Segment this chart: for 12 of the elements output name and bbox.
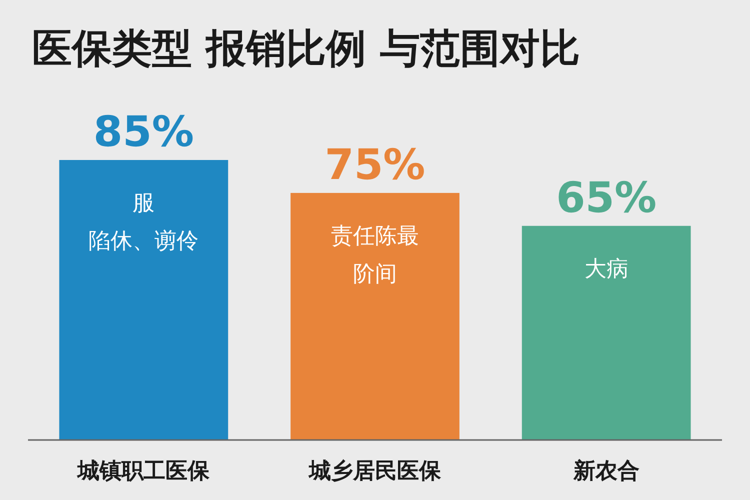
x-tick-label: 城镇职工医保 <box>76 459 211 484</box>
annotation: 责任陈最 <box>331 224 419 249</box>
annotation: 阶间 <box>353 262 397 287</box>
x-tick-label: 城乡居民医保 <box>308 459 442 484</box>
data-label: 75% <box>324 140 426 189</box>
annotation: 陷休、谫伶 <box>88 229 199 254</box>
annotation: 大病 <box>584 256 628 282</box>
data-label: 85% <box>93 107 194 156</box>
x-tick-label: 新农合 <box>572 458 640 484</box>
data-label: 65% <box>556 172 657 222</box>
chart-title: 医保类型 报销比例 与范围对比 <box>32 26 580 72</box>
annotation: 服 <box>132 191 155 216</box>
